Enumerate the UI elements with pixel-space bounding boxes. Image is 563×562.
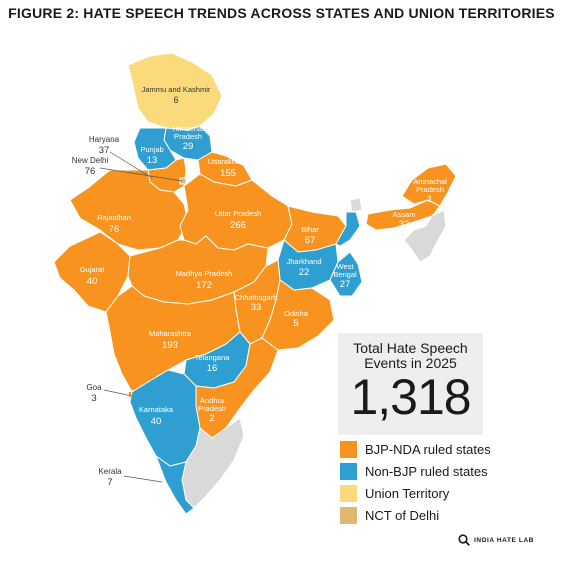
label-uttarakhand-name: Uttarakhand [208,157,249,166]
label-himachal-name-1: Himachal [172,124,204,133]
label-madhya-pradesh-name: Madhya Pradesh [176,269,233,278]
label-odisha-name: Odisha [284,309,309,318]
label-andhra-name-2: Pradesh [198,404,226,413]
legend-swatch-nonbjp [340,462,357,480]
brand-logo: INDIA HATE LAB [458,534,534,546]
label-haryana-value: 37 [99,145,110,156]
label-new-delhi-value: 76 [85,166,96,177]
label-assam-value: 32 [399,219,410,230]
label-arunachal-name-1: Arunachal [413,177,447,186]
label-jammu-kashmir-name: Jammu and Kashmir [142,85,211,94]
label-bihar-name: Bihar [301,225,319,234]
label-madhya-pradesh-value: 172 [196,280,212,291]
figure-title: FIGURE 2: HATE SPEECH TRENDS ACROSS STAT… [8,5,555,21]
legend-item-nonbjp: Non-BJP ruled states [340,460,491,482]
region-odisha [261,279,335,351]
magnifier-logo-icon [458,534,470,546]
total-value: 1,318 [350,369,471,425]
region-jammu-kashmir [127,52,223,131]
legend-swatch-bjp [340,440,357,458]
label-haryana-name: Haryana [89,135,120,144]
legend-item-delhi: NCT of Delhi [340,504,491,526]
legend: BJP-NDA ruled states Non-BJP ruled state… [340,438,491,526]
label-jammu-kashmir-value: 6 [173,95,178,105]
region-kerala [155,455,195,515]
label-karnataka-name: Karnataka [139,405,174,414]
label-punjab-name: Punjab [140,145,163,154]
label-andhra-name-1: Andhra [200,396,225,405]
total-label-line-1: Total Hate Speech [353,340,468,356]
label-gujarat-name: Gujarat [80,265,106,274]
legend-label-nonbjp: Non-BJP ruled states [365,463,488,479]
label-rajasthan-value: 76 [109,224,120,235]
label-maharashtra-name: Maharashtra [149,329,192,338]
region-northeast-other [403,209,447,263]
label-kerala-name: Kerala [98,467,122,476]
label-rajasthan-name: Rajasthan [97,213,131,222]
label-jharkhand-value: 22 [299,267,310,278]
legend-item-bjp: BJP-NDA ruled states [340,438,491,460]
label-uttarakhand-value: 155 [220,168,236,179]
region-sikkim [349,197,363,213]
label-telangana-name: Telangana [195,353,230,362]
label-jharkhand-name: Jharkhand [286,257,321,266]
total-label-line-2: Events in 2025 [364,355,457,371]
label-arunachal-value: 1 [427,194,432,205]
legend-item-ut: Union Territory [340,482,491,504]
label-telangana-value: 16 [207,363,218,374]
region-west-bengal [329,211,363,297]
label-goa-name: Goa [86,383,102,392]
label-chhattisgarh-name: Chhattisgarh [235,293,278,302]
label-kerala-value: 7 [107,477,112,488]
label-odisha-value: 5 [293,318,298,329]
label-karnataka-value: 40 [151,416,162,427]
label-chhattisgarh-value: 33 [251,302,262,313]
label-west-bengal-name-1: West [337,262,355,271]
label-arunachal-name-2: Pradesh [416,185,444,194]
legend-label-ut: Union Territory [365,485,450,501]
label-bihar-value: 67 [305,235,316,246]
label-goa-value: 3 [91,393,96,404]
label-andhra-value: 2 [209,413,214,424]
legend-swatch-ut [340,484,357,502]
brand-text: INDIA HATE LAB [474,536,535,544]
label-west-bengal-name-2: Bengal [333,270,357,279]
label-punjab-value: 13 [147,155,158,166]
legend-swatch-delhi [340,506,357,524]
label-new-delhi-name: New Delhi [72,156,109,165]
label-gujarat-value: 40 [87,276,98,287]
total-events-box: Total Hate Speech Events in 2025 1,318 [338,333,483,435]
label-maharashtra-value: 193 [162,340,178,351]
region-arunachal-pradesh [401,163,457,207]
label-uttar-pradesh-name: Uttar Pradesh [215,209,261,218]
legend-label-bjp: BJP-NDA ruled states [365,441,491,457]
label-uttar-pradesh-value: 266 [230,220,246,231]
label-himachal-value: 29 [183,141,194,152]
legend-label-delhi: NCT of Delhi [365,507,440,523]
label-assam-name: Assam [393,210,416,219]
label-west-bengal-value: 27 [340,279,351,290]
label-himachal-name-2: Pradesh [174,132,202,141]
